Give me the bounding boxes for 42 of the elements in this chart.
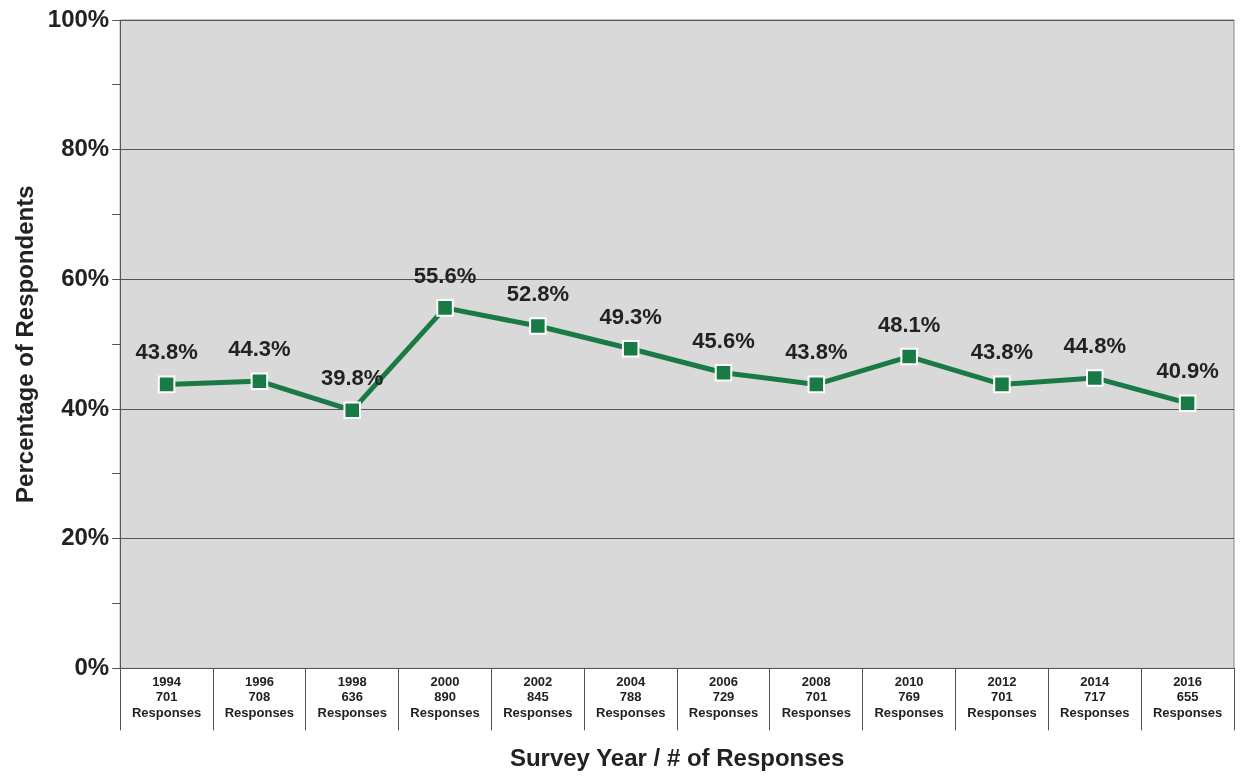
x-tick-label: 2004 788 Responses (595, 673, 666, 720)
data-label: 43.8% (970, 339, 1034, 365)
y-axis-title: Percentage of Respondents (11, 185, 39, 503)
x-axis-title: Survey Year / # of Responses (509, 744, 845, 772)
point (343, 401, 362, 420)
x-tick-label: 2002 845 Responses (503, 673, 573, 720)
data-label: 44.3% (228, 336, 291, 362)
point (900, 347, 918, 366)
y-tick-label: 60% (61, 263, 110, 291)
x-tick-label: 2016 655 Responses (1152, 673, 1223, 720)
y-tick-label: 20% (61, 523, 110, 551)
x-tick-label: 1996 708 Responses (224, 673, 295, 720)
x-tick-label: 2012 701 Responses (967, 673, 1037, 720)
point (529, 317, 547, 335)
data-label: 43.8% (785, 339, 848, 365)
data-label: 44.8% (1063, 332, 1126, 358)
x-tick-label: 1994 701 Responses (131, 673, 202, 720)
point (1178, 394, 1197, 412)
data-label: 49.3% (599, 303, 662, 329)
point (714, 363, 733, 382)
data-label: 52.8% (506, 281, 570, 307)
point (250, 372, 269, 390)
point (993, 375, 1011, 394)
data-label: 48.1% (877, 311, 941, 337)
point (436, 299, 454, 317)
point (807, 375, 826, 394)
point (621, 339, 640, 358)
y-tick-label: 100% (47, 4, 110, 32)
data-label: 43.8% (135, 339, 198, 365)
x-tick-label: 2010 769 Responses (874, 673, 944, 720)
point (1085, 369, 1104, 387)
y-tick-label: 40% (61, 393, 110, 421)
x-tick-label: 2000 890 Responses (410, 673, 480, 720)
y-tick-label: 0% (74, 653, 110, 681)
data-label: 40.9% (1156, 358, 1219, 384)
x-tick-label: 2014 717 Responses (1060, 673, 1130, 720)
x-tick-label: 1998 636 Responses (317, 673, 387, 720)
x-tick-label: 2008 701 Responses (781, 673, 852, 720)
x-tick-label: 2006 729 Responses (688, 673, 759, 720)
data-label: 45.6% (692, 327, 755, 353)
point (157, 375, 176, 394)
y-tick-label: 80% (61, 134, 110, 162)
